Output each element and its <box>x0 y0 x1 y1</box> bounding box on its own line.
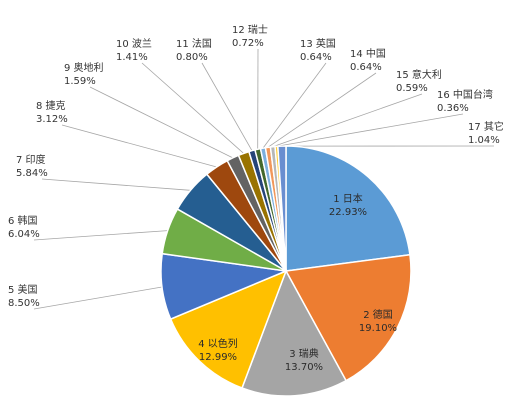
slice-label: 5 美国 <box>8 283 38 296</box>
slice-value-label: 22.93% <box>329 207 367 218</box>
slice-label: 15 意大利 <box>396 68 442 81</box>
leader-line <box>262 62 327 149</box>
slice-label: 16 中国台湾 <box>437 88 493 101</box>
slice-label: 4 以色列 <box>198 337 238 350</box>
leader-line <box>276 113 464 147</box>
leader-line <box>267 72 377 148</box>
slice-label: 2 德国 <box>363 308 393 321</box>
leader-line <box>33 230 168 241</box>
leader-line <box>33 286 163 310</box>
slice-label: 3 瑞典 <box>289 347 319 360</box>
slice-label: 6 韩国 <box>8 214 38 227</box>
pie-slice <box>277 145 287 272</box>
slice-label: 9 奥地利 <box>64 61 104 74</box>
slice-label: 12 瑞士 <box>232 23 268 36</box>
leader-line <box>89 86 233 159</box>
leader-lines <box>33 48 495 310</box>
slice-value-label: 0.36% <box>437 103 469 114</box>
leader-line <box>272 93 423 148</box>
pie-slice <box>285 145 411 272</box>
leader-line <box>41 178 191 191</box>
pie-slice <box>169 269 288 389</box>
slice-value-label: 1.41% <box>116 52 148 63</box>
slice-value-label: 1.59% <box>64 76 96 87</box>
slice-label: 10 波兰 <box>116 37 152 50</box>
slice-value-label: 13.70% <box>285 362 323 373</box>
slice-label: 13 英国 <box>300 37 336 50</box>
pie-slice <box>284 253 412 382</box>
slice-value-label: 6.04% <box>8 229 40 240</box>
slice-value-label: 0.64% <box>300 52 332 63</box>
leader-line <box>201 62 253 151</box>
slice-label: 7 印度 <box>16 153 46 166</box>
leader-line <box>61 124 217 168</box>
slice-value-label: 8.50% <box>8 298 40 309</box>
slice-value-label: 12.99% <box>199 352 237 363</box>
slice-value-label: 3.12% <box>36 114 68 125</box>
slice-value-label: 0.72% <box>232 38 264 49</box>
slice-value-label: 19.10% <box>359 323 397 334</box>
slice-label: 14 中国 <box>350 47 386 60</box>
slice-label: 8 捷克 <box>36 99 66 112</box>
slice-value-label: 1.04% <box>468 135 500 146</box>
pie-slice <box>241 269 348 397</box>
slice-value-label: 0.64% <box>350 62 382 73</box>
slice-value-label: 5.84% <box>16 168 48 179</box>
slice-label: 17 其它 <box>468 120 504 133</box>
slice-value-label: 0.59% <box>396 83 428 94</box>
slice-value-label: 0.80% <box>176 52 208 63</box>
slice-label: 11 法国 <box>176 37 212 50</box>
data-labels: 1 日本 22.93% 2 德国 19.10% 3 瑞典 13.70% 4 以色列 12.99… <box>8 23 504 373</box>
slice-label: 1 日本 <box>333 192 363 205</box>
leader-line <box>141 62 244 154</box>
pie-slices <box>160 145 412 397</box>
